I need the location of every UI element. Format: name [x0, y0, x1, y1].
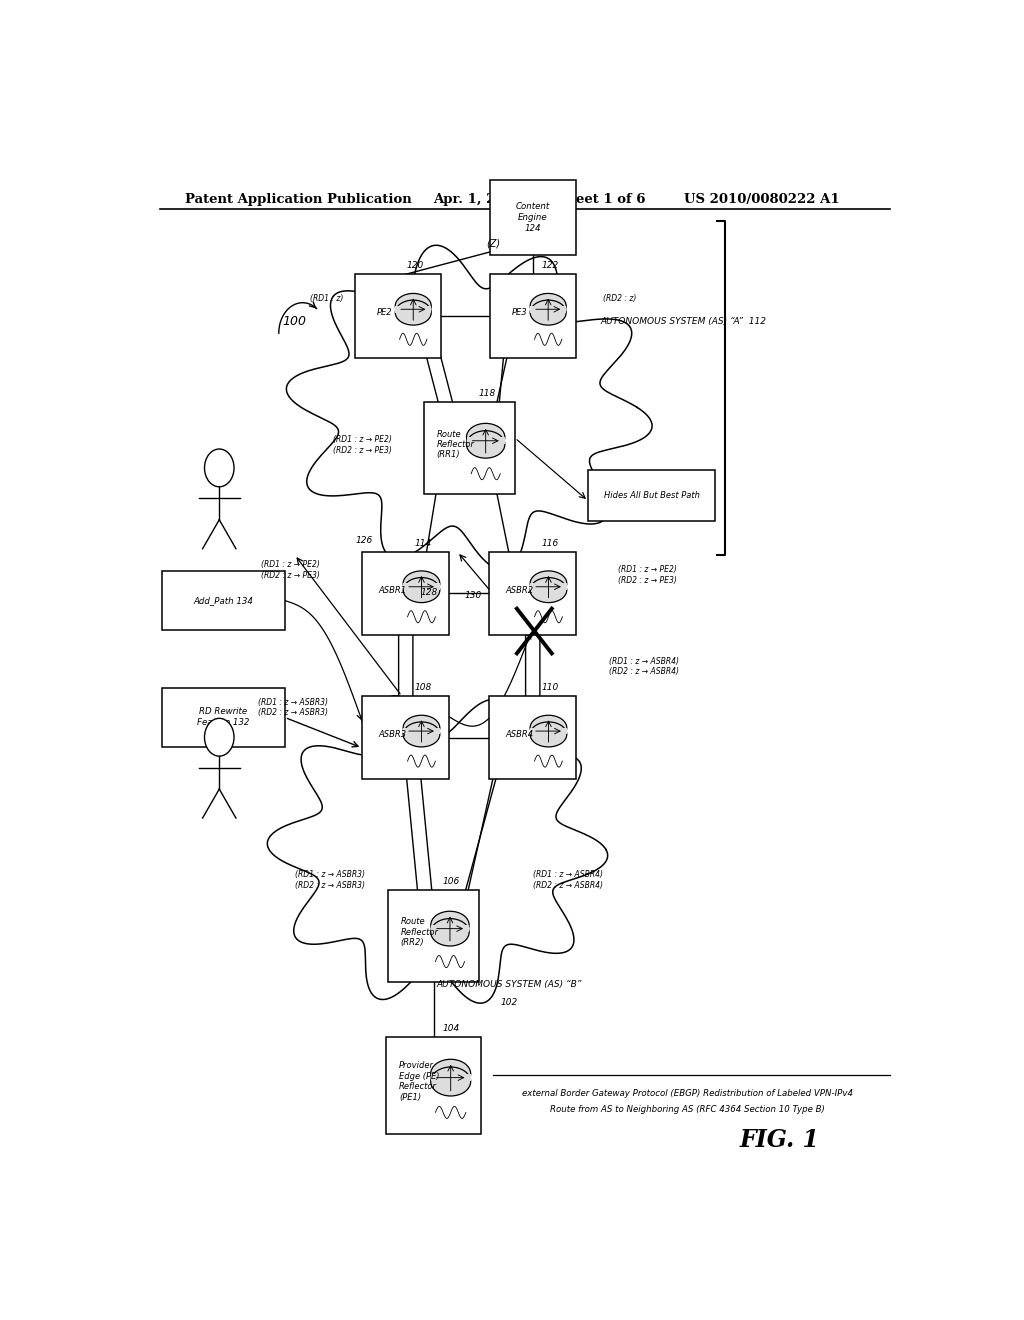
Text: (RD1 : z → ASBR3)
(RD2 : z → ASBR3): (RD1 : z → ASBR3) (RD2 : z → ASBR3) [258, 697, 328, 717]
Ellipse shape [403, 572, 439, 595]
Circle shape [205, 449, 234, 487]
Text: (RD1 : z → PE2)
(RD2 : z → PE3): (RD1 : z → PE2) (RD2 : z → PE3) [618, 565, 677, 585]
FancyBboxPatch shape [395, 306, 431, 313]
Text: (RD1 : z → ASBR3)
(RD2 : z → ASBR3): (RD1 : z → ASBR3) (RD2 : z → ASBR3) [295, 870, 366, 890]
FancyBboxPatch shape [388, 890, 479, 982]
Text: Sheet 1 of 6: Sheet 1 of 6 [557, 193, 645, 206]
Text: 104: 104 [443, 1024, 461, 1034]
Text: ASBR3: ASBR3 [379, 730, 407, 739]
FancyBboxPatch shape [467, 437, 505, 445]
Ellipse shape [431, 1059, 471, 1088]
Text: 102: 102 [501, 998, 517, 1007]
FancyBboxPatch shape [530, 583, 566, 590]
FancyBboxPatch shape [386, 1038, 481, 1134]
FancyBboxPatch shape [424, 403, 515, 494]
FancyBboxPatch shape [431, 925, 469, 932]
Ellipse shape [431, 1067, 471, 1096]
Text: 126: 126 [356, 536, 373, 545]
Text: Patent Application Publication: Patent Application Publication [185, 193, 412, 206]
Text: Provider
Edge (PE)
Reflector
(PE1): Provider Edge (PE) Reflector (PE1) [399, 1061, 439, 1102]
FancyBboxPatch shape [403, 583, 439, 590]
Ellipse shape [431, 919, 469, 946]
Ellipse shape [530, 572, 566, 595]
Text: 114: 114 [415, 539, 432, 548]
Ellipse shape [467, 424, 505, 451]
FancyBboxPatch shape [362, 552, 450, 635]
Text: ASBR2: ASBR2 [506, 586, 534, 594]
Text: 130: 130 [465, 591, 482, 601]
Text: Add_Path 134: Add_Path 134 [194, 597, 253, 605]
FancyBboxPatch shape [489, 552, 577, 635]
Text: (Z): (Z) [486, 239, 500, 248]
Ellipse shape [403, 722, 439, 747]
FancyBboxPatch shape [403, 727, 439, 734]
FancyBboxPatch shape [162, 572, 285, 630]
Text: AUTONOMOUS SYSTEM (AS) “B”: AUTONOMOUS SYSTEM (AS) “B” [436, 981, 582, 989]
FancyBboxPatch shape [588, 470, 716, 521]
Ellipse shape [530, 722, 566, 747]
Text: (RD1 : z): (RD1 : z) [309, 294, 343, 304]
Text: 122: 122 [542, 261, 558, 271]
Ellipse shape [530, 715, 566, 741]
Text: PE3: PE3 [512, 308, 527, 317]
Text: Apr. 1, 2010: Apr. 1, 2010 [433, 193, 523, 206]
Ellipse shape [403, 715, 439, 741]
Text: Route
Reflector
(RR1): Route Reflector (RR1) [436, 429, 474, 459]
Text: (RD1 : z → ASBR4)
(RD2 : z → ASBR4): (RD1 : z → ASBR4) (RD2 : z → ASBR4) [534, 870, 603, 890]
Ellipse shape [530, 293, 566, 318]
FancyBboxPatch shape [362, 696, 450, 779]
FancyBboxPatch shape [489, 275, 575, 358]
Text: (RD1 : z → PE2)
(RD2 : z → PE3): (RD1 : z → PE2) (RD2 : z → PE3) [333, 436, 391, 454]
Text: 128: 128 [421, 587, 438, 597]
Ellipse shape [431, 911, 469, 939]
Text: RD Rewrite
Feature 132: RD Rewrite Feature 132 [197, 708, 250, 727]
FancyBboxPatch shape [530, 727, 566, 734]
Text: ASBR1: ASBR1 [379, 586, 407, 594]
Text: Content
Engine
124: Content Engine 124 [516, 202, 550, 232]
Text: FIG. 1: FIG. 1 [739, 1129, 819, 1152]
FancyBboxPatch shape [530, 306, 566, 313]
FancyBboxPatch shape [162, 688, 285, 747]
FancyBboxPatch shape [355, 275, 440, 358]
FancyBboxPatch shape [489, 180, 575, 255]
Ellipse shape [395, 300, 431, 325]
Text: (RD1 : z → ASBR4)
(RD2 : z → ASBR4): (RD1 : z → ASBR4) (RD2 : z → ASBR4) [609, 657, 679, 676]
Text: 108: 108 [415, 682, 432, 692]
Ellipse shape [530, 300, 566, 325]
Circle shape [205, 718, 234, 756]
Text: PE2: PE2 [377, 308, 393, 317]
Ellipse shape [530, 578, 566, 603]
Text: Hides All But Best Path: Hides All But Best Path [604, 491, 699, 500]
Ellipse shape [467, 430, 505, 458]
Text: (RD1 : z → PE2)
(RD2 : z → PE3): (RD1 : z → PE2) (RD2 : z → PE3) [261, 561, 321, 579]
Text: 118: 118 [478, 389, 496, 399]
Text: ASBR4: ASBR4 [506, 730, 534, 739]
Text: 100: 100 [283, 314, 307, 327]
Ellipse shape [403, 578, 439, 603]
Text: external Border Gateway Protocol (EBGP) Redistribution of Labeled VPN-IPv4: external Border Gateway Protocol (EBGP) … [522, 1089, 853, 1098]
Text: 120: 120 [407, 261, 424, 271]
Text: AUTONOMOUS SYSTEM (AS) “A”  112: AUTONOMOUS SYSTEM (AS) “A” 112 [600, 317, 767, 326]
Ellipse shape [395, 293, 431, 318]
FancyBboxPatch shape [431, 1073, 471, 1081]
Text: 106: 106 [442, 878, 460, 886]
Text: (RD2 : z): (RD2 : z) [603, 294, 637, 304]
FancyBboxPatch shape [489, 696, 577, 779]
Text: US 2010/0080222 A1: US 2010/0080222 A1 [684, 193, 839, 206]
Text: 116: 116 [542, 539, 559, 548]
Text: 110: 110 [542, 682, 559, 692]
Text: Route from AS to Neighboring AS (RFC 4364 Section 10 Type B): Route from AS to Neighboring AS (RFC 436… [550, 1105, 825, 1114]
Text: Route
Reflector
(RR2): Route Reflector (RR2) [400, 917, 439, 948]
